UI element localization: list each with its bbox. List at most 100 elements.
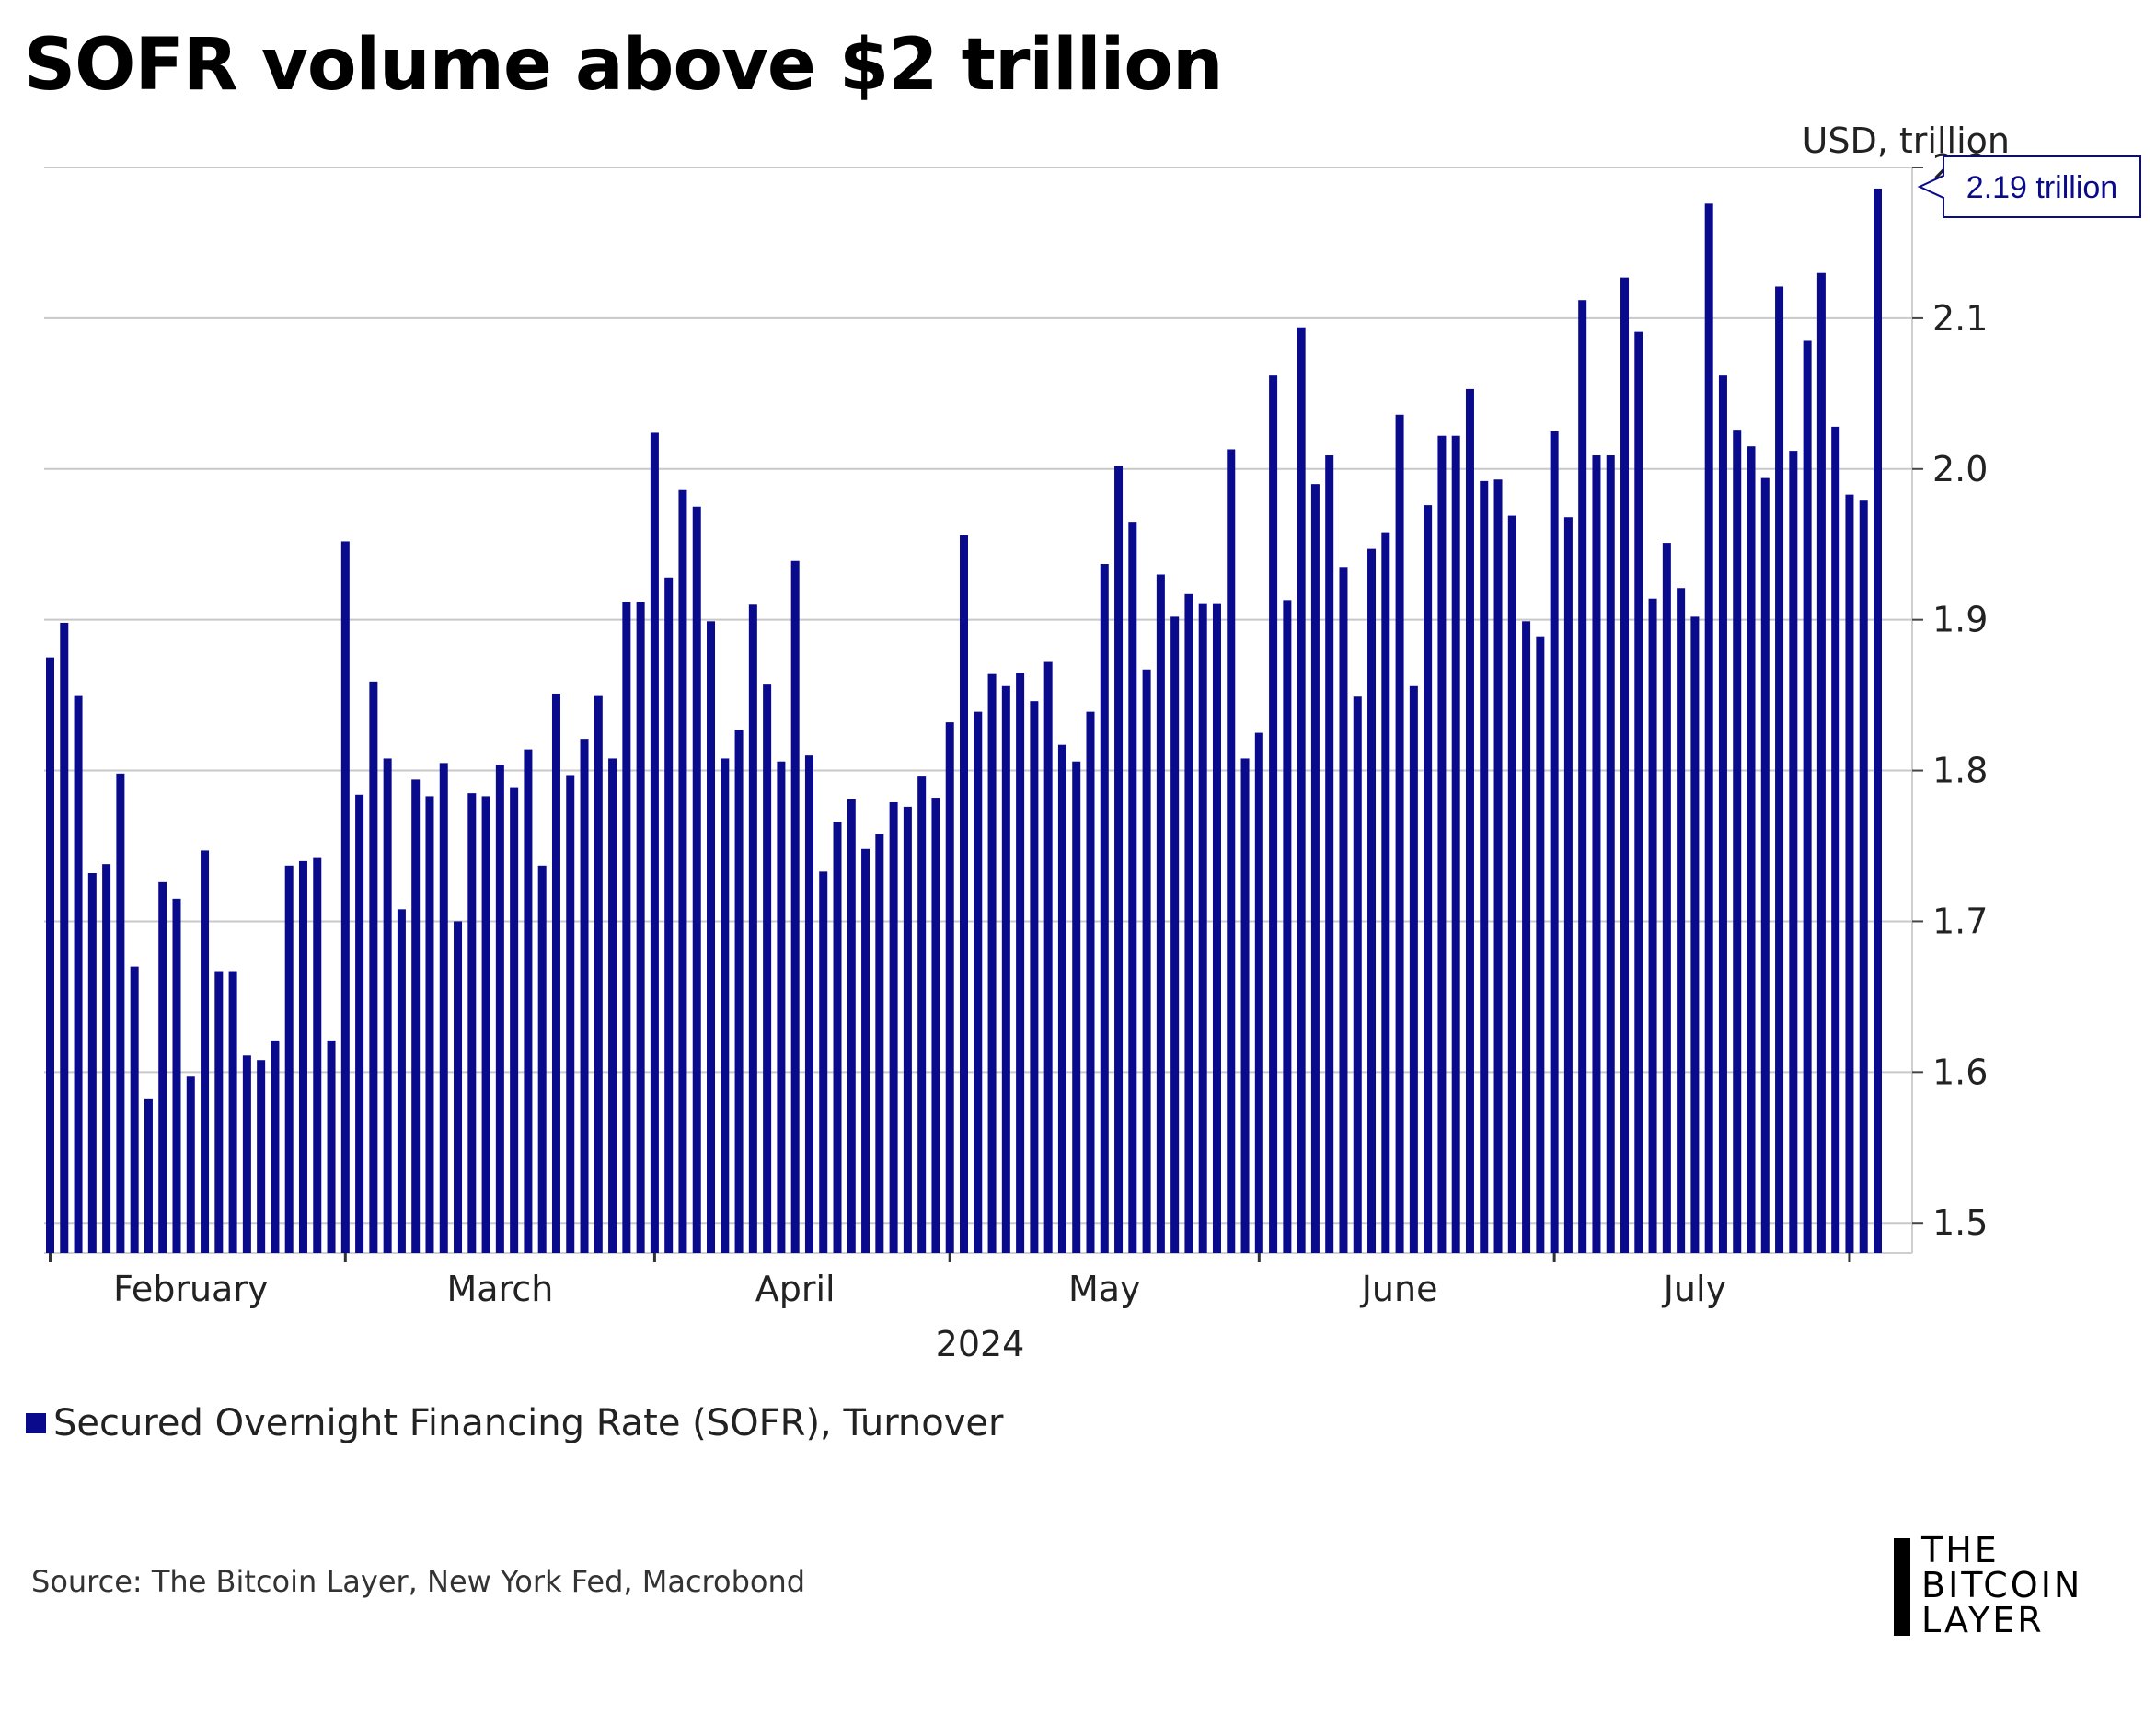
bar [1001, 685, 1010, 1253]
bar [1086, 711, 1095, 1253]
bar [1775, 286, 1784, 1254]
bar [186, 1076, 195, 1253]
bar [833, 822, 842, 1253]
bar [1606, 455, 1615, 1253]
callout-text: 2.19 trillion [1966, 170, 2117, 205]
chart-title: SOFR volume above $2 trillion [24, 24, 1223, 107]
logo-line-2: BITCOIN [1921, 1565, 2083, 1605]
bar [454, 921, 463, 1253]
bar [1677, 588, 1686, 1253]
bar [1227, 449, 1236, 1253]
callout-box [1917, 155, 2141, 218]
bar [1760, 477, 1770, 1253]
bar [284, 865, 294, 1253]
bar [875, 834, 884, 1253]
bar [87, 873, 97, 1253]
bar [1030, 701, 1039, 1253]
bar [201, 850, 210, 1253]
bar [861, 848, 870, 1253]
bar [313, 857, 322, 1253]
bar [763, 684, 772, 1253]
bar [1424, 505, 1433, 1253]
bar [1353, 696, 1362, 1253]
bar [790, 560, 800, 1253]
logo-line-3: LAYER [1921, 1600, 2045, 1640]
x-tick-label: March [446, 1269, 553, 1309]
bar [102, 864, 111, 1253]
bar [580, 739, 589, 1253]
bar [60, 622, 69, 1253]
y-tick-label: 2.0 [1932, 449, 1988, 489]
bar [1831, 426, 1840, 1253]
y-tick-label: 1.9 [1932, 600, 1988, 640]
logo-text: THE BITCOIN LAYER [1921, 1533, 2082, 1638]
bar [804, 755, 813, 1253]
bar [439, 763, 448, 1253]
bar [1325, 455, 1334, 1253]
bar [664, 577, 674, 1253]
bar [1507, 515, 1516, 1253]
bar [1198, 603, 1207, 1253]
bitcoin-layer-logo: THE BITCOIN LAYER [1894, 1533, 2142, 1638]
latest-value-callout: 2.19 trillion [1917, 155, 2141, 218]
bar [340, 541, 350, 1253]
bar [1718, 375, 1727, 1254]
bar [257, 1060, 266, 1253]
y-tick-label: 1.6 [1932, 1052, 1988, 1092]
bar [721, 758, 730, 1253]
bar [1269, 375, 1278, 1254]
bar [1339, 567, 1348, 1253]
bar [960, 535, 968, 1253]
bar [1016, 673, 1025, 1253]
bar [650, 432, 659, 1253]
bar [1072, 761, 1081, 1253]
bar [1310, 484, 1320, 1253]
bar [298, 860, 307, 1253]
bar [917, 776, 927, 1253]
bar [1100, 564, 1109, 1253]
bar [1480, 480, 1489, 1253]
bar [1451, 435, 1460, 1253]
bar [1381, 532, 1390, 1253]
bar [228, 971, 237, 1253]
bar [1550, 431, 1559, 1253]
legend-label: Secured Overnight Financing Rate (SOFR),… [53, 1402, 1004, 1444]
x-tick-label: June [1360, 1269, 1438, 1309]
bar [1816, 272, 1826, 1254]
logo-line-1: THE [1921, 1530, 2000, 1570]
y-tick-label: 1.7 [1932, 901, 1988, 941]
x-tick-label: February [113, 1269, 268, 1309]
bar [608, 758, 617, 1253]
bar [1592, 455, 1601, 1253]
bars [46, 188, 1882, 1254]
y-axis-ticks: 1.51.61.71.81.92.02.12.2 [1912, 147, 1988, 1243]
bar [1156, 574, 1165, 1253]
bar [1522, 621, 1531, 1253]
bar [566, 775, 575, 1253]
bar [1184, 593, 1193, 1253]
bar [594, 695, 603, 1253]
bar [144, 1098, 153, 1253]
bar [1578, 300, 1587, 1254]
bar [1367, 548, 1377, 1253]
x-tick-label: July [1662, 1269, 1726, 1309]
bar [369, 681, 378, 1253]
bar [242, 1055, 251, 1253]
bar [987, 673, 997, 1253]
bar [847, 799, 856, 1253]
bar [1704, 203, 1713, 1253]
x-axis-year-label: 2024 [936, 1324, 1025, 1364]
bar [1240, 758, 1250, 1253]
bar [1493, 479, 1503, 1253]
bar [116, 773, 125, 1253]
bar [974, 711, 983, 1253]
bar [734, 730, 744, 1253]
bar [1789, 451, 1798, 1254]
legend: Secured Overnight Financing Rate (SOFR),… [26, 1402, 1003, 1444]
y-tick-label: 1.5 [1932, 1202, 1988, 1243]
bar [481, 796, 490, 1253]
bar [383, 758, 392, 1253]
bar [130, 966, 139, 1253]
bar [1170, 616, 1180, 1253]
bar [1057, 744, 1066, 1253]
